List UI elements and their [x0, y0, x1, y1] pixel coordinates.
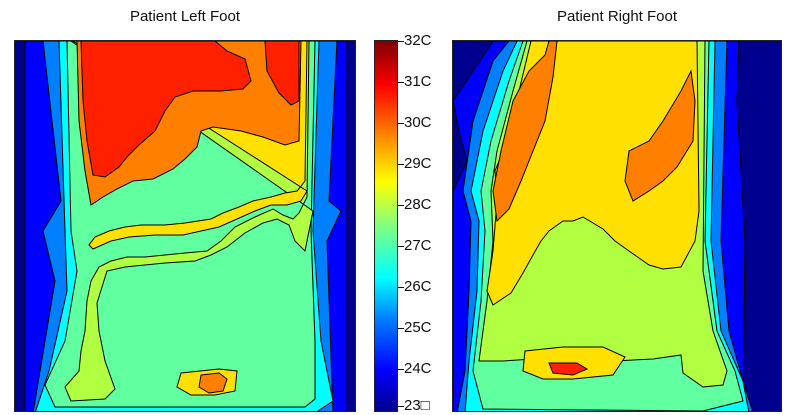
colorbar-label-32: 32C — [404, 32, 432, 49]
colorbar-label-29: 29C — [404, 155, 432, 172]
right-foot-heatmap — [452, 40, 782, 412]
contour-31 — [80, 41, 252, 178]
colorbar-label-23: 23□ — [404, 397, 430, 414]
colorbar-tick — [398, 369, 404, 370]
heel-hot-spot — [198, 372, 228, 394]
colorbar-tick — [398, 287, 404, 288]
contour-30a — [492, 41, 558, 223]
colorbar-tick — [398, 406, 404, 407]
colorbar-tick — [398, 328, 404, 329]
colorbar-label-31: 31C — [404, 73, 432, 90]
colorbar-label-24: 24C — [404, 360, 432, 377]
left-foot-heatmap — [14, 40, 356, 412]
colorbar-tick — [398, 41, 404, 42]
contour-31b — [264, 41, 300, 106]
heel-hot-spot — [548, 362, 589, 376]
colorbar-label-26: 26C — [404, 278, 432, 295]
colorbar-tick — [398, 246, 404, 247]
temperature-colorbar — [374, 40, 398, 412]
colorbar-tick — [398, 164, 404, 165]
colorbar-label-25: 25C — [404, 319, 432, 336]
colorbar-tick — [398, 82, 404, 83]
colorbar-label-27: 27C — [404, 237, 432, 254]
colorbar-tick — [398, 123, 404, 124]
colorbar-label-28: 28C — [404, 196, 432, 213]
left-foot-title: Patient Left Foot — [129, 8, 241, 25]
colorbar-label-30: 30C — [404, 114, 432, 131]
contour-30b — [624, 69, 696, 202]
right-foot-title: Patient Right Foot — [556, 8, 678, 25]
colorbar-tick — [398, 205, 404, 206]
